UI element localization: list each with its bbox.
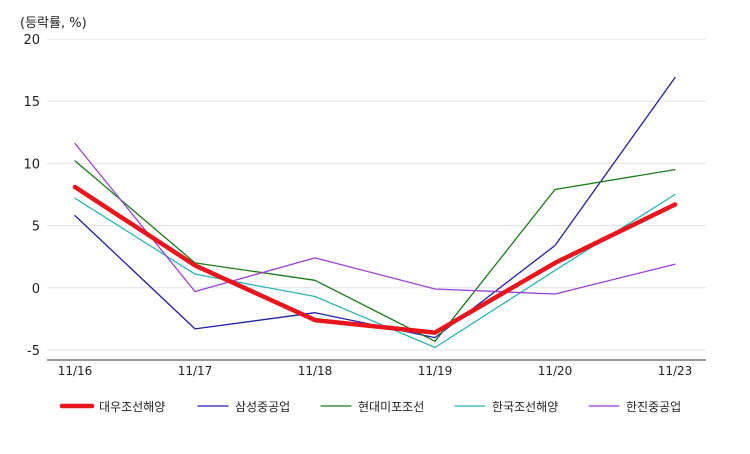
x-tick-label: 11/18	[298, 364, 333, 378]
y-tick-label: 15	[23, 95, 40, 110]
x-tick-label: 11/20	[538, 364, 573, 378]
series-line	[72, 184, 678, 335]
x-tick-label: 11/16	[58, 364, 93, 378]
gridlines	[47, 38, 706, 351]
x-tick-label: 11/17	[178, 364, 213, 378]
series-line	[74, 193, 676, 349]
x-tick-label: 11/23	[658, 364, 693, 378]
y-tick-label: 0	[32, 282, 40, 297]
legend-label: 삼성중공업	[235, 400, 290, 414]
y-axis-unit-label: (등락률, %)	[20, 16, 87, 31]
series-line	[74, 160, 676, 342]
y-tick-label: 10	[23, 157, 40, 172]
y-tick-label: 5	[32, 220, 40, 235]
axes: 20 15 10 5 0 -5 11/16 11/17 11/18 11/19 11/20 11/23	[23, 33, 706, 378]
series-lines	[72, 76, 678, 349]
legend-label: 대우조선해양	[99, 400, 165, 414]
y-tick-label: 20	[23, 33, 40, 48]
y-tick-label: -5	[27, 344, 40, 359]
legend-label: 현대미포조선	[358, 400, 424, 414]
series-line	[74, 76, 676, 339]
legend-label: 한국조선해양	[492, 400, 558, 414]
legend-label: 한진중공업	[626, 400, 681, 414]
x-tick-label: 11/19	[418, 364, 453, 378]
legend: 대우조선해양 삼성중공업 현대미포조선 한국조선해양 한진중공업	[59, 400, 681, 414]
series-line	[74, 142, 676, 295]
